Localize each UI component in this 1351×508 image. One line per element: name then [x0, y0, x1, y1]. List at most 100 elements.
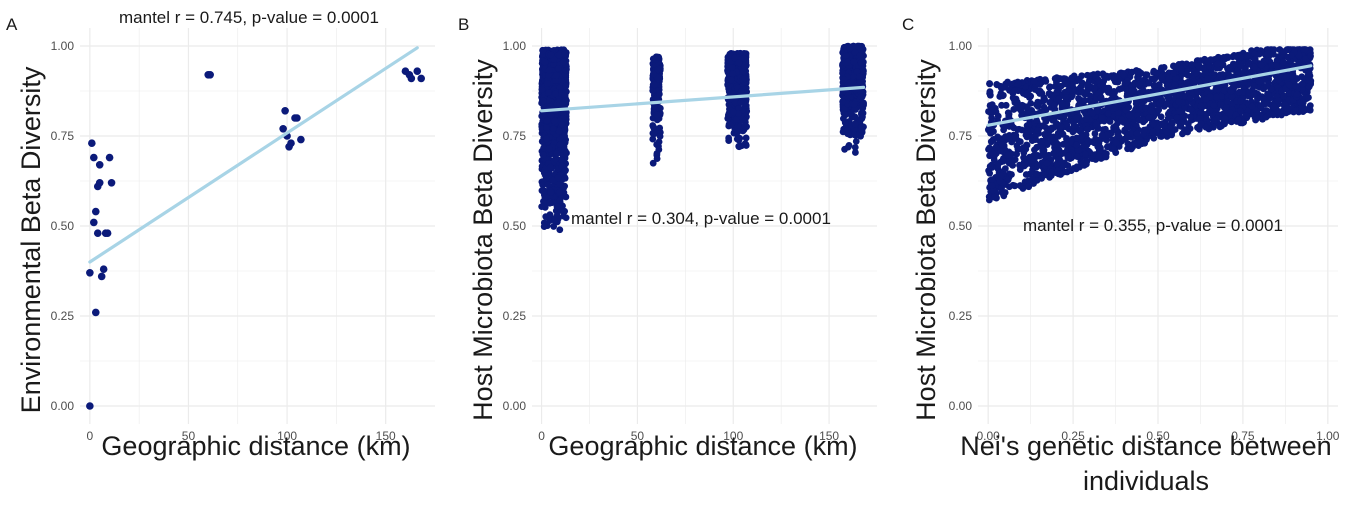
data-point — [1094, 76, 1102, 84]
y-tick-label: 1.00 — [51, 39, 75, 53]
fit-line — [986, 64, 1313, 127]
fit-line — [88, 46, 419, 264]
data-point — [1264, 50, 1272, 58]
x-axis-title: Geographic distance (km) — [101, 431, 410, 461]
data-point — [1150, 134, 1158, 142]
data-point — [538, 203, 546, 211]
data-point — [1210, 102, 1218, 109]
data-point — [844, 58, 851, 66]
data-point — [1150, 67, 1158, 75]
data-point — [851, 48, 859, 56]
y-tick-label: 0.00 — [949, 399, 973, 413]
data-point — [1301, 46, 1309, 54]
data-point — [1158, 133, 1165, 140]
data-point — [1195, 78, 1203, 86]
data-point — [852, 137, 860, 145]
data-point — [1042, 77, 1050, 85]
data-point — [559, 101, 566, 108]
data-point — [1218, 92, 1225, 100]
data-point — [1177, 65, 1185, 73]
data-point — [1051, 101, 1058, 109]
data-point — [561, 91, 569, 99]
data-point — [1038, 137, 1046, 145]
data-point — [1279, 58, 1287, 66]
x-tick-label: 50 — [631, 429, 645, 443]
data-point — [1244, 51, 1252, 59]
data-point — [996, 177, 1004, 185]
data-point — [1158, 96, 1166, 104]
data-point — [855, 73, 863, 81]
panel-b: 0.00 0.25 0.50 0.75 1.00 0 50 100 150 mantel r = … — [458, 15, 877, 461]
data-point — [1013, 104, 1021, 112]
data-point — [1061, 80, 1069, 88]
data-point — [1083, 81, 1091, 88]
data-point — [1251, 50, 1259, 58]
data-point — [1075, 146, 1083, 154]
data-point — [1083, 71, 1091, 79]
data-point — [1005, 183, 1013, 191]
data-point — [1288, 72, 1296, 80]
data-point — [1081, 97, 1089, 105]
data-point — [1283, 105, 1291, 113]
data-point — [1279, 48, 1287, 56]
data-point — [735, 104, 743, 112]
data-point — [1186, 94, 1194, 102]
data-point — [1280, 92, 1288, 100]
data-point — [857, 93, 865, 101]
panel-tag: A — [6, 15, 18, 34]
data-point — [999, 91, 1007, 99]
data-point — [551, 117, 559, 125]
data-point — [1250, 91, 1258, 98]
data-point — [1258, 61, 1266, 69]
data-point — [1292, 107, 1299, 115]
data-point — [552, 90, 559, 98]
data-point — [1021, 144, 1028, 151]
data-point — [653, 155, 661, 162]
data-point — [988, 181, 996, 189]
data-points — [538, 42, 867, 234]
data-point — [551, 217, 559, 224]
data-point — [95, 179, 104, 187]
data-point — [1216, 71, 1224, 79]
data-point — [1025, 183, 1033, 191]
y-tick-label: 1.00 — [949, 39, 973, 53]
data-point — [1251, 55, 1259, 63]
data-point — [544, 181, 552, 189]
data-point — [540, 151, 547, 159]
data-point — [1181, 92, 1189, 100]
data-point — [552, 71, 560, 79]
data-point — [550, 125, 557, 133]
panel-tag: B — [458, 15, 469, 34]
data-point — [1237, 97, 1244, 105]
data-point — [546, 103, 554, 111]
data-point — [986, 162, 994, 170]
data-point — [656, 65, 664, 73]
data-point — [1040, 103, 1048, 111]
data-point — [1226, 109, 1234, 117]
data-point — [1073, 153, 1081, 160]
y-axis-title: Host Microbiota Beta Diversity — [468, 59, 498, 421]
data-point — [1033, 143, 1041, 151]
data-point — [1200, 65, 1207, 72]
data-point — [1110, 75, 1118, 83]
data-point — [1187, 113, 1194, 121]
data-point — [1051, 75, 1059, 82]
data-point — [1124, 77, 1131, 85]
data-point — [1034, 126, 1042, 134]
data-point — [1016, 182, 1024, 189]
data-point — [1196, 115, 1204, 123]
x-axis-title-line-2: individuals — [1083, 466, 1209, 496]
data-point — [1228, 93, 1236, 101]
data-point — [1092, 120, 1100, 128]
data-point — [1112, 139, 1120, 146]
data-point — [540, 223, 548, 231]
data-point — [1251, 63, 1258, 71]
fit-line — [539, 85, 866, 113]
data-point — [1175, 98, 1183, 106]
data-point — [988, 114, 996, 122]
data-point — [1304, 71, 1312, 79]
data-point — [552, 155, 560, 163]
data-point — [1307, 52, 1314, 60]
data-point — [1073, 134, 1080, 142]
data-point — [93, 229, 102, 237]
